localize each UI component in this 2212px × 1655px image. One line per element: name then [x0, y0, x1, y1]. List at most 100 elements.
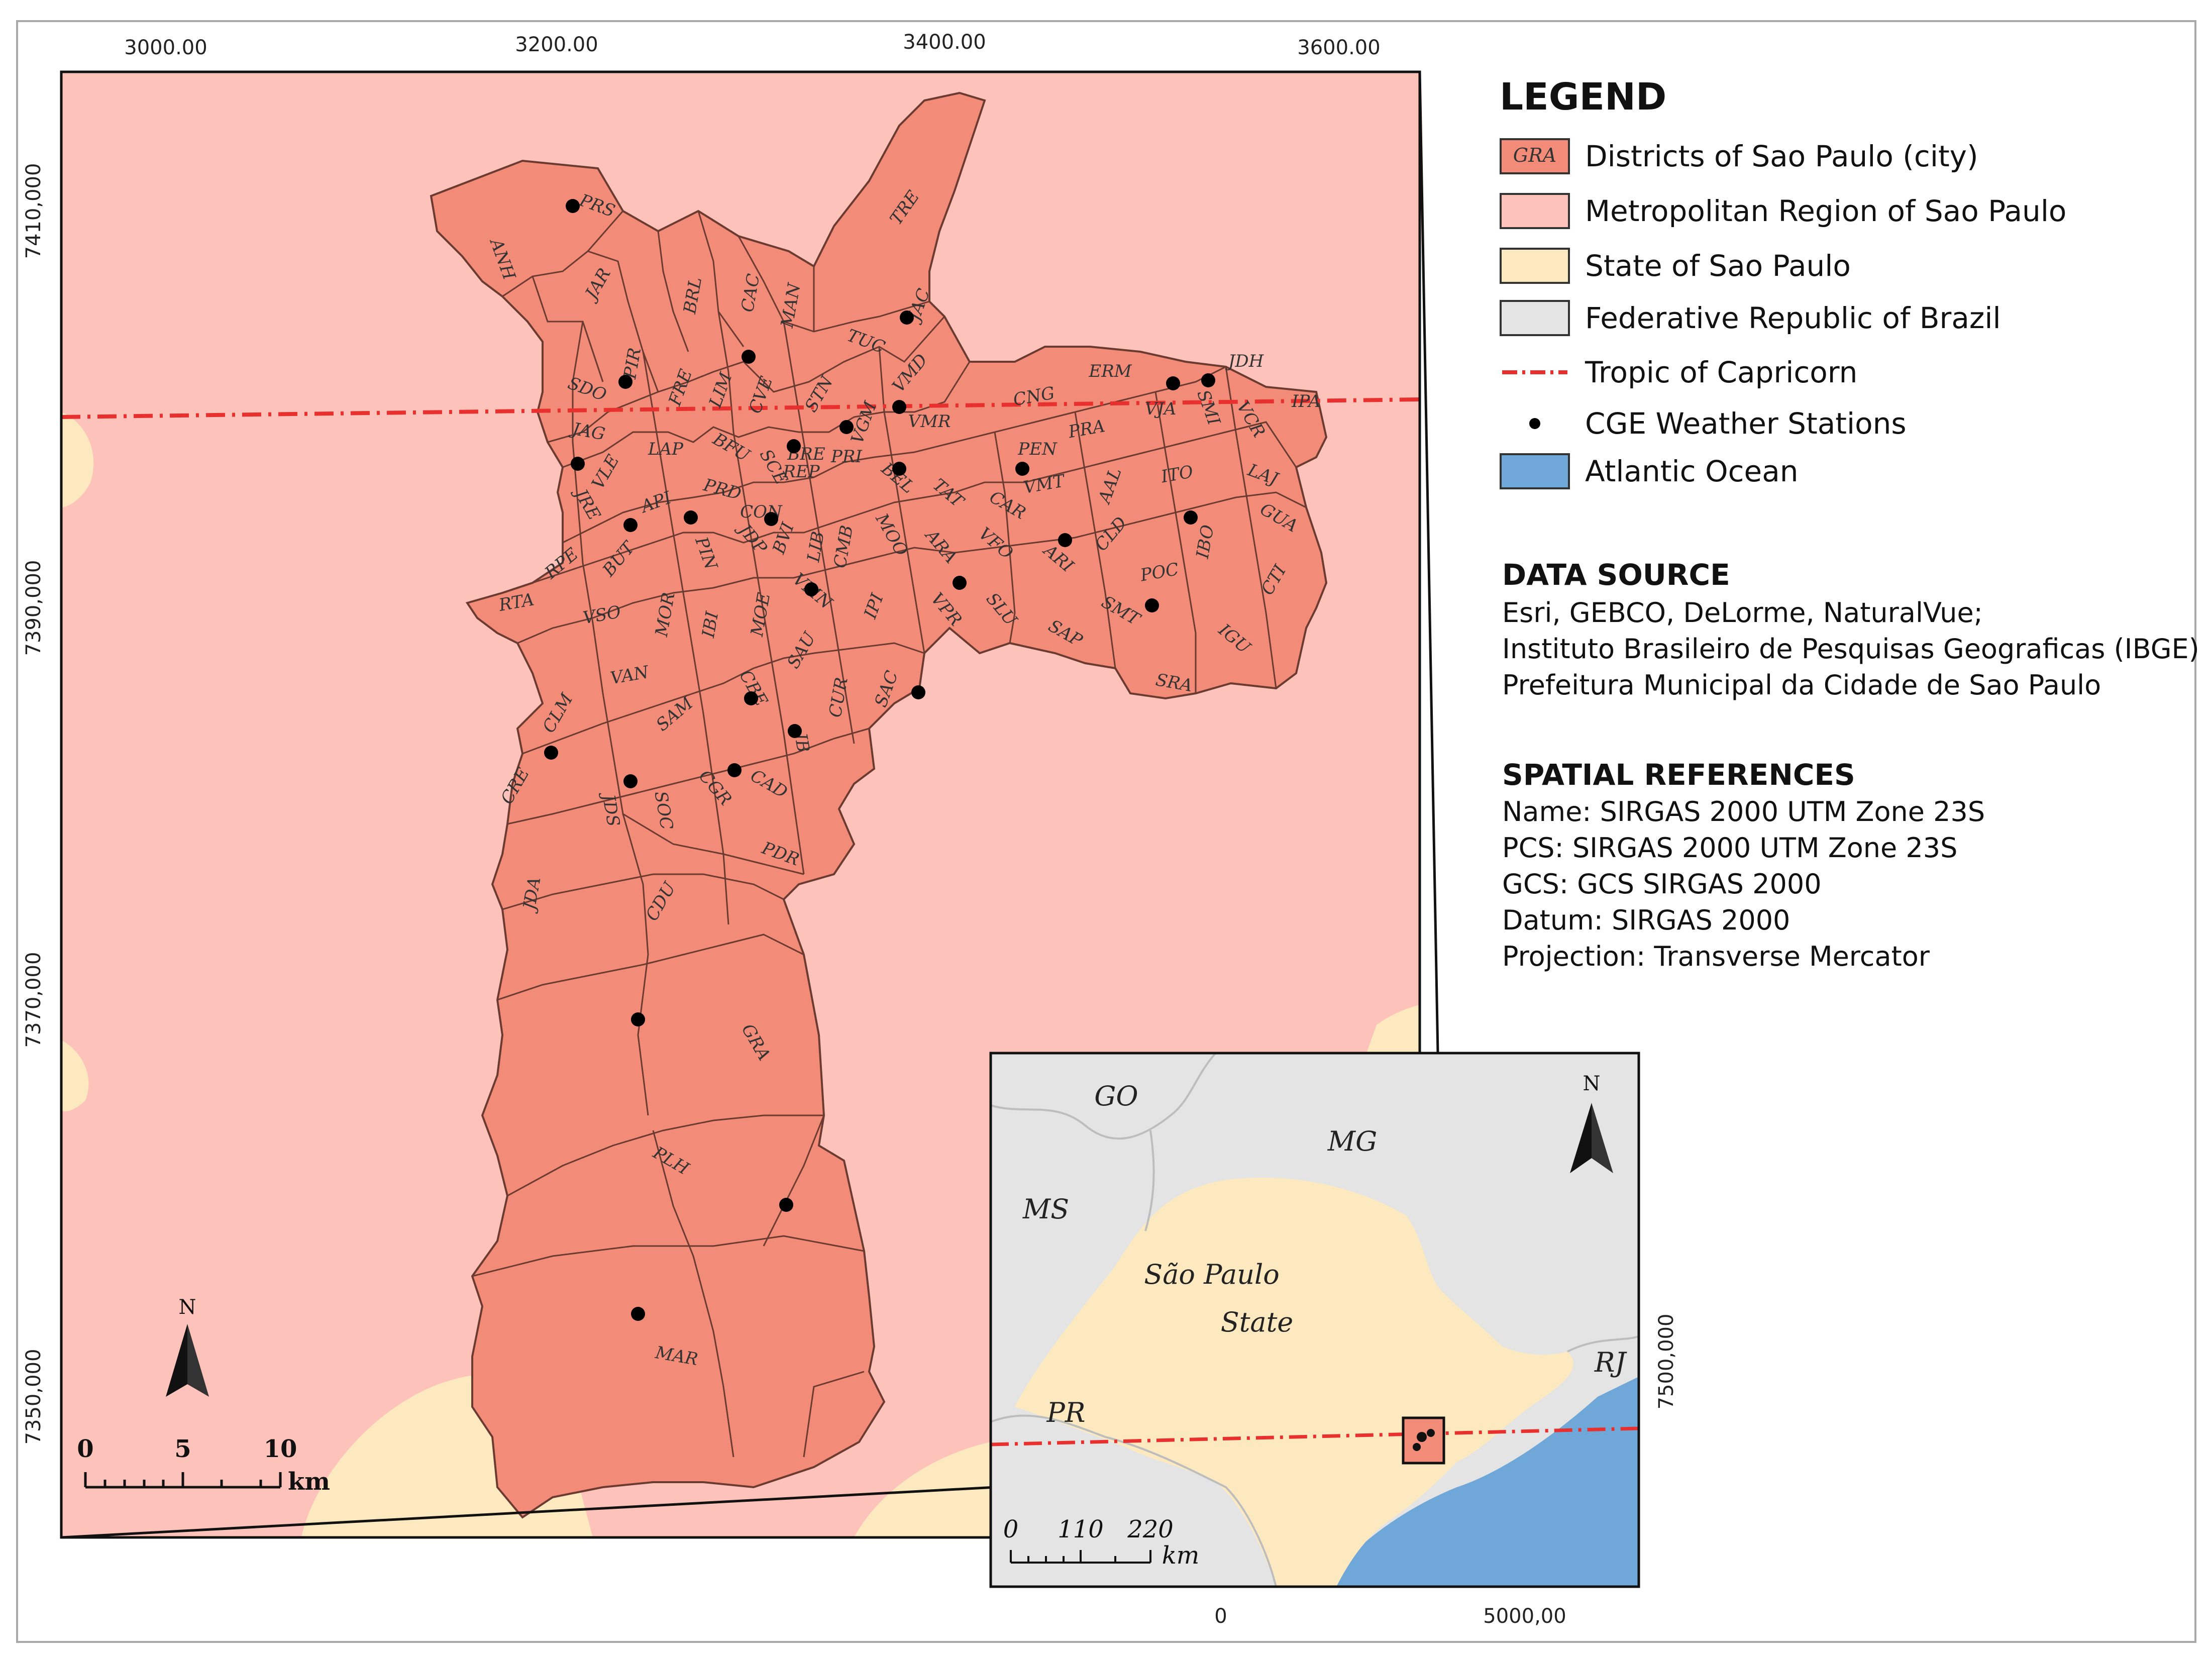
weather-station-dot	[804, 582, 818, 596]
legend-label: CGE Weather Stations	[1585, 406, 1907, 441]
weather-station-dot	[892, 400, 906, 414]
state-borders	[991, 1053, 1639, 1587]
station-symbol	[1500, 405, 1570, 442]
weather-station-dot	[953, 576, 967, 590]
scale-label-0: 0	[1003, 1515, 1019, 1543]
legend-item-ocean: Atlantic Ocean	[1500, 450, 1799, 493]
weather-station-dot	[787, 439, 801, 453]
spatial-ref-line: PCS: SIRGAS 2000 UTM Zone 23S	[1502, 832, 1958, 864]
weather-station-dot	[764, 512, 778, 526]
legend-label: Tropic of Capricorn	[1585, 355, 1858, 389]
data-source-title: DATA SOURCE	[1502, 558, 1730, 592]
north-arrow-main: N	[166, 1296, 209, 1397]
north-arrow-left-icon	[1570, 1103, 1592, 1173]
state-label-pr: PR	[1046, 1397, 1086, 1428]
weather-station-dot	[623, 518, 638, 532]
legend-item-state: State of Sao Paulo	[1500, 244, 1851, 287]
legend-item-stations: CGE Weather Stations	[1500, 402, 1907, 445]
legend-title: LEGEND	[1500, 75, 1667, 119]
north-arrow-right-icon	[187, 1324, 209, 1397]
metro-swatch	[1500, 193, 1570, 229]
inset-y-tick: 7500,000	[1655, 1314, 1678, 1410]
legend-label: Federative Republic of Brazil	[1585, 301, 2001, 335]
data-source-line: Esri, GEBCO, DeLorme, NaturalVue;	[1502, 597, 1983, 629]
legend-item-metro: Metropolitan Region of Sao Paulo	[1500, 189, 2066, 233]
weather-station-dot	[742, 350, 756, 364]
spatial-ref-line: Datum: SIRGAS 2000	[1502, 904, 1790, 936]
tropic-line-inset	[991, 1426, 1639, 1446]
scale-bar-inset: 0 110 220 km	[1003, 1515, 1200, 1570]
main-map-border	[60, 70, 1421, 1539]
north-label: N	[1583, 1072, 1601, 1095]
scale-unit: km	[1162, 1541, 1200, 1570]
x-tick: 3000.00	[124, 36, 207, 59]
districts-swatch: GRA	[1500, 138, 1570, 174]
district-label-ibi: IBI	[698, 610, 723, 640]
scale-label-10: 10	[264, 1435, 297, 1463]
scale-bar-main: 0 5 10 km	[77, 1435, 330, 1496]
weather-station-dot	[1166, 376, 1180, 390]
weather-station-dot	[911, 685, 925, 699]
scale-label-5: 5	[174, 1435, 191, 1463]
state-label-sp: São Paulo	[1144, 1259, 1280, 1290]
x-tick: 3600.00	[1297, 36, 1380, 59]
north-arrow-inset: N	[1570, 1072, 1613, 1173]
tropic-line-main	[61, 397, 1420, 419]
weather-station-dot	[1145, 598, 1159, 612]
weather-station-dot	[779, 1198, 793, 1212]
spatial-ref-line: GCS: GCS SIRGAS 2000	[1502, 868, 1822, 900]
legend-label: Atlantic Ocean	[1585, 454, 1799, 488]
x-tick: 3200.00	[515, 33, 598, 56]
sao-paulo-state-area	[1015, 1177, 1573, 1587]
brazil-swatch	[1500, 300, 1570, 336]
inset-x-tick: 5000,00	[1483, 1605, 1566, 1628]
north-label: N	[179, 1296, 196, 1319]
state-swatch	[1500, 248, 1570, 284]
north-arrow-right-icon	[1592, 1103, 1613, 1173]
district-label-rep: REP	[782, 462, 820, 482]
weather-station-dot	[1201, 373, 1215, 387]
city-locator-box	[1402, 1416, 1445, 1465]
legend-item-tropic: Tropic of Capricorn	[1500, 351, 1857, 394]
city-boundary	[430, 91, 1328, 1519]
district-label-erm: ERM	[1088, 361, 1132, 381]
legend-label: Metropolitan Region of Sao Paulo	[1585, 194, 2067, 228]
y-tick: 7410,000	[22, 163, 45, 259]
weather-station-dot	[631, 1012, 645, 1026]
weather-station-dot	[544, 746, 558, 760]
legend-item-districts: GRA Districts of Sao Paulo (city)	[1500, 135, 1978, 178]
district-label-lap: LAP	[648, 439, 684, 459]
state-label-ms: MS	[1022, 1193, 1069, 1225]
weather-station-dot	[566, 199, 580, 213]
inset-state-labels: GO MG MS São Paulo State PR RJ	[1022, 1080, 1628, 1428]
district-label-jdh: JDH	[1225, 351, 1265, 371]
inset-connector-top	[1418, 71, 1439, 1054]
legend-label: State of Sao Paulo	[1585, 249, 1851, 283]
scale-label-220: 220	[1127, 1515, 1174, 1543]
spatial-ref-line: Name: SIRGAS 2000 UTM Zone 23S	[1502, 796, 1985, 828]
weather-station-dot	[892, 462, 906, 476]
main-axis-ticks: 3000.00 3200.00 3400.00 3600.00 7410,000…	[22, 31, 1381, 1444]
district-borders	[472, 211, 1307, 1458]
weather-station-dot	[900, 311, 914, 325]
inset-x-tick: 0	[1214, 1605, 1227, 1628]
state-label-mg: MG	[1327, 1125, 1377, 1157]
state-area-west-2	[61, 1040, 89, 1111]
scale-label-0: 0	[77, 1435, 93, 1463]
weather-station-dot	[571, 457, 585, 471]
district-label-pri: PRI	[830, 447, 862, 467]
district-label-vmr: VMR	[908, 411, 951, 432]
x-tick: 3400.00	[903, 31, 986, 54]
scale-unit: km	[288, 1468, 330, 1496]
state-label-rj: RJ	[1594, 1347, 1628, 1378]
weather-station-dot	[631, 1307, 645, 1321]
weather-station-dot	[684, 510, 698, 525]
weather-station-dot	[744, 691, 758, 705]
legend-label: Districts of Sao Paulo (city)	[1585, 139, 1978, 173]
swatch-text: GRA	[1513, 144, 1557, 166]
y-tick: 7350,000	[22, 1349, 45, 1445]
ocean-swatch	[1500, 453, 1570, 489]
inset-map-border	[989, 1052, 1640, 1588]
district-label-ipa: IPA	[1291, 391, 1321, 411]
